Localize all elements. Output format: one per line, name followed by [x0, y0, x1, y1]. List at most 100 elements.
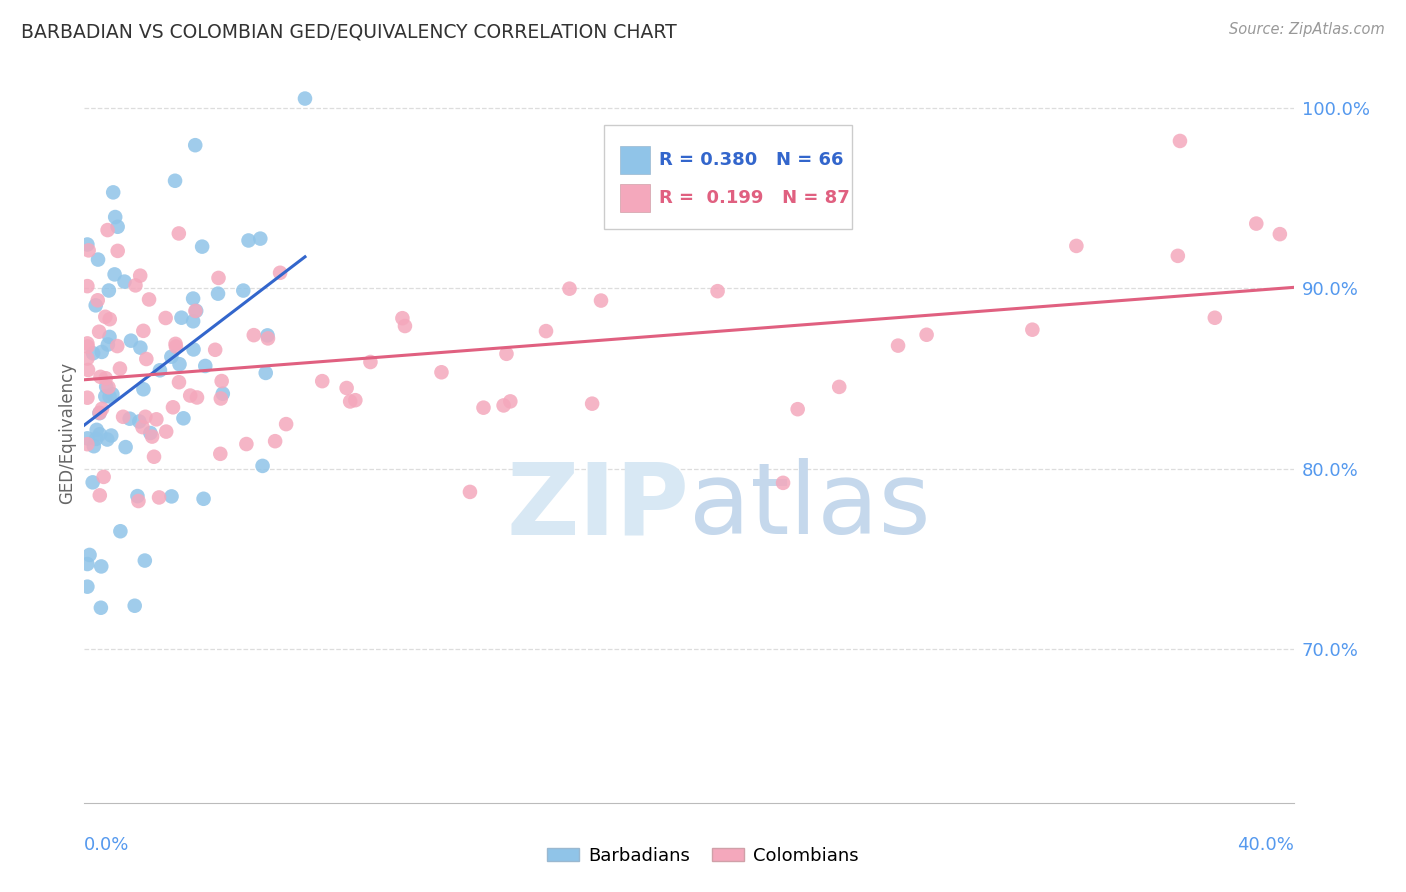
Point — [114, 275, 136, 289]
Point — [83, 439, 105, 453]
Point — [135, 351, 157, 366]
Point — [186, 303, 208, 318]
Point — [243, 328, 266, 343]
Point — [87, 293, 110, 308]
Point — [211, 374, 233, 388]
Point — [499, 394, 522, 409]
Point — [76, 431, 98, 445]
Point — [394, 318, 416, 333]
Text: ZIP: ZIP — [506, 458, 689, 555]
Point — [194, 359, 217, 373]
Point — [124, 599, 146, 613]
Point — [107, 244, 129, 258]
Point — [238, 234, 260, 248]
FancyBboxPatch shape — [605, 126, 852, 229]
Point — [183, 343, 205, 357]
Point — [96, 433, 118, 447]
Point — [179, 388, 201, 402]
Point — [1167, 249, 1189, 263]
FancyBboxPatch shape — [620, 185, 650, 212]
Text: R = 0.380   N = 66: R = 0.380 N = 66 — [659, 151, 844, 169]
Point — [76, 336, 98, 351]
Point — [129, 268, 152, 283]
Point — [76, 339, 98, 353]
Point — [97, 284, 120, 298]
Point — [430, 365, 453, 379]
Point — [97, 337, 120, 351]
Point — [90, 345, 112, 359]
Point — [495, 347, 517, 361]
Point — [100, 428, 122, 442]
Point — [89, 369, 111, 384]
Point — [786, 402, 808, 417]
Point — [87, 325, 110, 339]
Point — [391, 311, 413, 326]
Point — [91, 401, 114, 416]
Point — [160, 350, 183, 364]
Point — [165, 336, 187, 351]
Point — [211, 386, 233, 401]
Point — [155, 310, 177, 325]
Point — [148, 491, 170, 505]
Point — [167, 375, 190, 389]
Point — [87, 252, 110, 267]
Point — [204, 343, 226, 357]
Point — [336, 381, 359, 395]
Point — [915, 327, 938, 342]
Point — [193, 491, 215, 506]
Point — [172, 411, 194, 425]
Point — [181, 314, 204, 328]
Point — [184, 304, 207, 318]
Text: 40.0%: 40.0% — [1237, 836, 1294, 855]
Point — [131, 420, 153, 434]
Text: BARBADIAN VS COLOMBIAN GED/EQUIVALENCY CORRELATION CHART: BARBADIAN VS COLOMBIAN GED/EQUIVALENCY C… — [21, 22, 676, 41]
Point — [97, 223, 120, 237]
Point — [169, 357, 191, 371]
Point — [311, 374, 333, 388]
Point — [124, 278, 146, 293]
Point — [181, 292, 204, 306]
Text: atlas: atlas — [689, 458, 931, 555]
Point — [98, 312, 121, 326]
Point — [107, 219, 129, 234]
Point — [138, 293, 160, 307]
Point — [108, 361, 131, 376]
Point — [191, 239, 214, 253]
Point — [76, 580, 98, 594]
Point — [128, 415, 150, 429]
Point — [97, 380, 120, 394]
Point — [772, 475, 794, 490]
Point — [90, 559, 112, 574]
Point — [534, 324, 557, 338]
Point — [276, 417, 298, 431]
Point — [94, 371, 117, 385]
FancyBboxPatch shape — [620, 145, 650, 174]
Point — [89, 406, 111, 420]
Point — [114, 440, 136, 454]
Point — [1268, 227, 1291, 241]
Point — [104, 268, 127, 282]
Point — [112, 409, 135, 424]
Text: R =  0.199   N = 87: R = 0.199 N = 87 — [659, 189, 849, 207]
Point — [93, 470, 115, 484]
Point — [458, 484, 481, 499]
Point — [184, 138, 207, 153]
Point — [232, 284, 254, 298]
Point — [1204, 310, 1226, 325]
Point — [89, 488, 111, 502]
Point — [98, 390, 121, 404]
Point — [90, 600, 112, 615]
Point — [706, 284, 728, 298]
Point — [82, 475, 104, 490]
Point — [82, 346, 104, 360]
Point — [887, 338, 910, 352]
Point — [145, 412, 167, 426]
Point — [104, 210, 127, 224]
Point — [127, 489, 149, 503]
Point — [96, 379, 118, 393]
Point — [359, 355, 381, 369]
Point — [1021, 323, 1043, 337]
Text: 0.0%: 0.0% — [84, 836, 129, 855]
Point — [120, 334, 142, 348]
Point — [77, 363, 100, 377]
